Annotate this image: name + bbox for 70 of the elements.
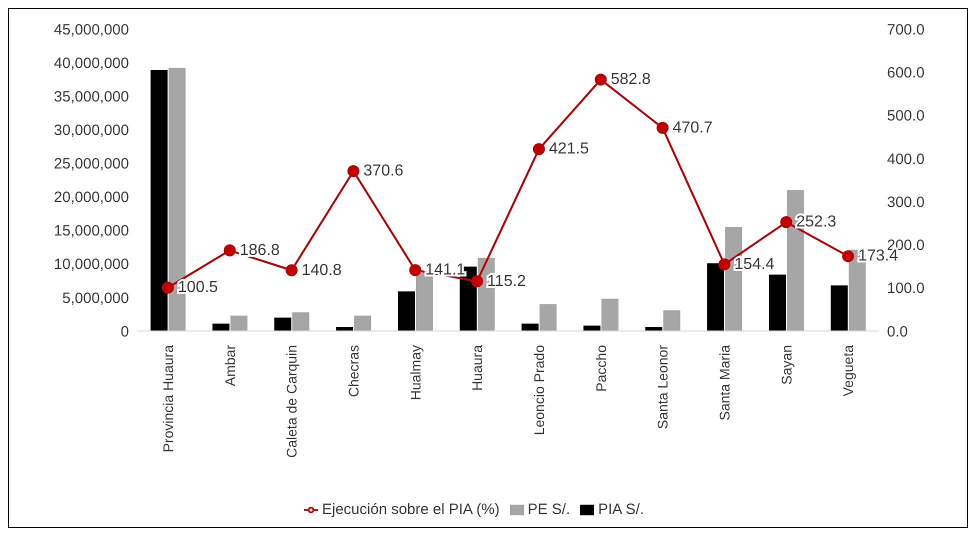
bar bbox=[274, 318, 292, 331]
x-tick-label: Paccho bbox=[592, 344, 609, 392]
y-tick-label: 30,000,000 bbox=[54, 122, 129, 139]
bar bbox=[583, 326, 600, 331]
bar bbox=[292, 312, 310, 331]
point bbox=[162, 282, 174, 294]
point bbox=[718, 258, 730, 270]
x-tick-label: Ambar bbox=[222, 344, 238, 386]
point bbox=[842, 250, 854, 262]
point bbox=[656, 122, 669, 134]
x-tick-label: Checras bbox=[345, 345, 362, 398]
y-tick-label: 45,000,000 bbox=[54, 21, 129, 38]
y-tick-label: 35,000,000 bbox=[54, 88, 129, 106]
x-tick-label: Hualmay bbox=[407, 345, 424, 400]
data-label: 252.3 bbox=[796, 214, 836, 231]
data-label: 140.8 bbox=[302, 262, 342, 279]
x-tick-label: Huaura bbox=[469, 344, 486, 391]
bar bbox=[768, 274, 786, 331]
data-label: 115.2 bbox=[487, 272, 526, 290]
y2-tick-label: 700.0 bbox=[887, 21, 925, 38]
x-tick-label: Leoncio Prado bbox=[530, 344, 547, 436]
bar bbox=[830, 285, 848, 331]
legend-label: PIA S/. bbox=[598, 501, 644, 518]
data-label: 100.5 bbox=[178, 279, 218, 296]
y-tick-label: 15,000,000 bbox=[54, 222, 129, 240]
x-tick-label: Caleta de Carquin bbox=[284, 345, 300, 458]
y2-tick-label: 500.0 bbox=[887, 108, 925, 125]
data-label: 470.7 bbox=[672, 119, 713, 136]
bar bbox=[416, 272, 433, 331]
y2-tick-label: 300.0 bbox=[887, 194, 925, 211]
bar bbox=[398, 291, 415, 331]
point bbox=[594, 74, 607, 86]
legend-label: PE S/. bbox=[528, 501, 570, 518]
point bbox=[286, 264, 298, 276]
y-tick-label: 5,000,000 bbox=[62, 290, 129, 307]
x-tick-label: Provincia Huaura bbox=[160, 344, 176, 452]
y-tick-label: 20,000,000 bbox=[54, 189, 129, 206]
bar bbox=[601, 298, 618, 331]
bar bbox=[150, 70, 168, 331]
y-tick-label: 25,000,000 bbox=[54, 156, 129, 173]
data-label: 421.5 bbox=[548, 140, 590, 158]
y-tick-label: 10,000,000 bbox=[54, 256, 129, 274]
y-tick-label: 0 bbox=[120, 323, 129, 340]
y2-tick-label: 0.0 bbox=[887, 323, 908, 340]
data-label: 582.8 bbox=[610, 71, 651, 88]
bar bbox=[540, 304, 557, 331]
bar bbox=[707, 263, 724, 331]
data-label: 154.4 bbox=[734, 256, 775, 273]
bar bbox=[663, 310, 680, 331]
y-tick-label: 40,000,000 bbox=[54, 54, 129, 72]
x-tick-label: Santa Leonor bbox=[654, 344, 671, 430]
legend-label: Ejecución sobre el PIA (%) bbox=[322, 501, 500, 518]
data-label: 370.6 bbox=[363, 162, 404, 180]
y2-tick-label: 400.0 bbox=[887, 150, 925, 168]
data-label: 186.8 bbox=[240, 242, 280, 259]
point bbox=[532, 143, 545, 156]
point bbox=[409, 264, 422, 276]
bar bbox=[354, 316, 372, 331]
point bbox=[471, 275, 484, 288]
point bbox=[224, 244, 236, 256]
y2-tick-label: 600.0 bbox=[887, 64, 925, 82]
x-tick-label: Vegueta bbox=[840, 344, 856, 396]
bar bbox=[522, 324, 539, 331]
bar bbox=[230, 316, 248, 331]
point bbox=[347, 165, 360, 178]
bar bbox=[212, 324, 230, 331]
point bbox=[780, 216, 792, 228]
x-tick-label: Santa Maria bbox=[716, 344, 732, 420]
x-tick-label: Sayan bbox=[778, 345, 794, 385]
y2-tick-label: 100.0 bbox=[887, 280, 925, 298]
